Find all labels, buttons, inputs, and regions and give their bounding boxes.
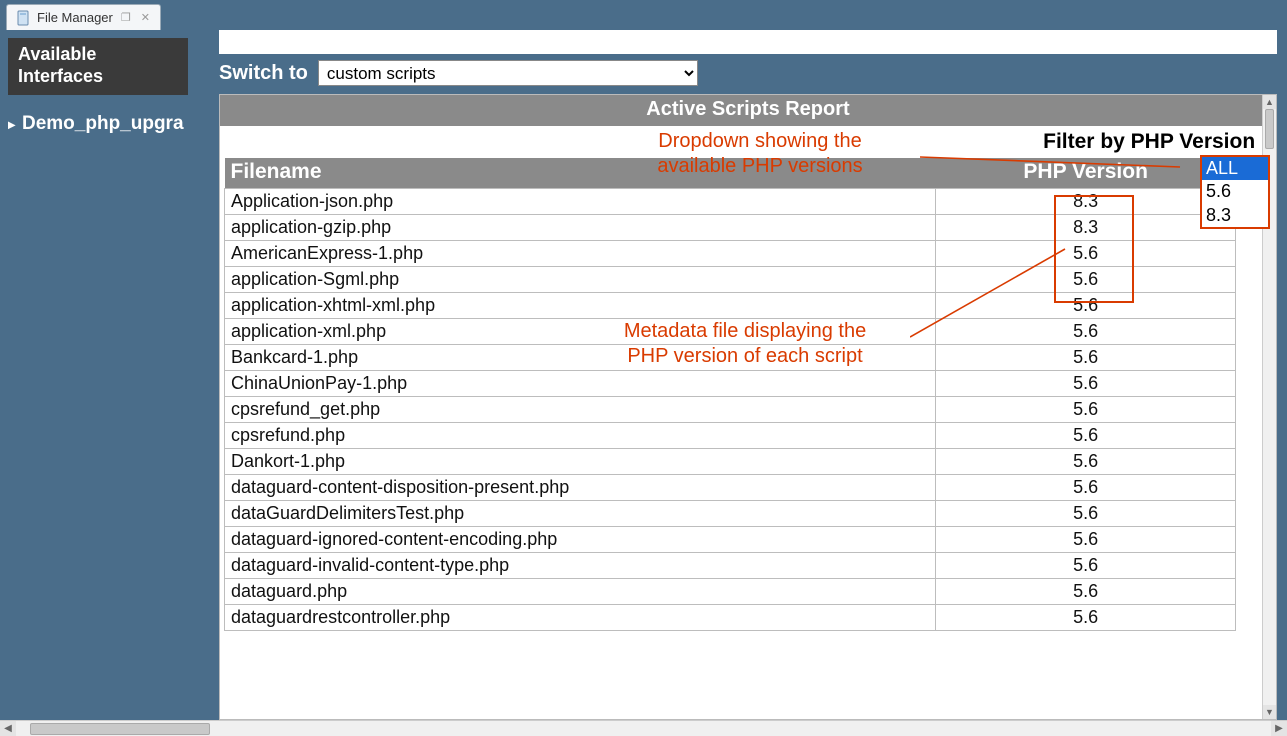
sidebar: Available Interfaces ▸ Demo_php_upgra [0,30,219,720]
dd-option-56[interactable]: 5.6 [1202,180,1268,203]
table-row[interactable]: AmericanExpress-1.php5.6 [225,241,1236,267]
sidebar-header-line1: Available [18,44,178,66]
main: Available Interfaces ▸ Demo_php_upgra Sw… [0,30,1287,720]
dd-option-83[interactable]: 8.3 [1202,204,1268,227]
cell-version: 5.6 [936,475,1236,501]
report: Active Scripts Report Filter by PHP Vers… [220,95,1276,719]
table-row[interactable]: dataguard-invalid-content-type.php5.6 [225,553,1236,579]
tree-item-demo[interactable]: ▸ Demo_php_upgra [8,113,219,135]
cell-version: 5.6 [936,345,1236,371]
cell-filename: application-xhtml-xml.php [225,293,936,319]
switch-select[interactable]: custom scripts [318,60,698,86]
col-version[interactable]: PHP Version [936,158,1236,189]
cell-version: 5.6 [936,605,1236,631]
dd-option-all[interactable]: ALL [1202,157,1268,180]
scroll-down-icon[interactable]: ▼ [1263,705,1276,719]
tab-restore-icon[interactable]: ❐ [119,11,133,24]
cell-version: 5.6 [936,397,1236,423]
filter-label: Filter by PHP Version : [1043,130,1268,153]
table-row[interactable]: application-xhtml-xml.php5.6 [225,293,1236,319]
table-row[interactable]: application-Sgml.php5.6 [225,267,1236,293]
chevron-right-icon: ▸ [8,117,18,131]
scroll-right-icon[interactable]: ▶ [1271,721,1287,736]
cell-version: 5.6 [936,293,1236,319]
tab-close-icon[interactable]: ✕ [139,11,152,24]
switch-label: Switch to [219,62,308,85]
table-row[interactable]: dataGuardDelimitersTest.php5.6 [225,501,1236,527]
cell-version: 5.6 [936,527,1236,553]
cell-version: 8.3 [936,215,1236,241]
cell-filename: cpsrefund_get.php [225,397,936,423]
report-panel: Active Scripts Report Filter by PHP Vers… [219,94,1277,720]
content: Switch to custom scripts Active Scripts … [219,30,1287,720]
table-row[interactable]: dataguardrestcontroller.php5.6 [225,605,1236,631]
cell-version: 5.6 [936,423,1236,449]
cell-filename: dataguard-ignored-content-encoding.php [225,527,936,553]
annotation-dropdown-note: Dropdown showing the available PHP versi… [600,129,920,179]
table-row[interactable]: Dankort-1.php5.6 [225,449,1236,475]
cell-version: 5.6 [936,579,1236,605]
cell-filename: AmericanExpress-1.php [225,241,936,267]
cell-version: 5.6 [936,371,1236,397]
cell-filename: dataguard-content-disposition-present.ph… [225,475,936,501]
annotation-meta-l1: Metadata file displaying the [580,319,910,344]
table-row[interactable]: application-gzip.php8.3 [225,215,1236,241]
file-manager-icon [15,10,31,26]
annotation-dd-l1: Dropdown showing the [600,129,920,154]
cell-version: 5.6 [936,449,1236,475]
scroll-thumb[interactable] [1265,109,1274,149]
scroll-left-icon[interactable]: ◀ [0,721,16,736]
cell-version: 5.6 [936,501,1236,527]
cell-version: 8.3 [936,189,1236,215]
scroll-up-icon[interactable]: ▲ [1263,95,1276,109]
table-row[interactable]: cpsrefund_get.php5.6 [225,397,1236,423]
switch-row: Switch to custom scripts [219,60,1277,90]
cell-filename: dataguard-invalid-content-type.php [225,553,936,579]
cell-filename: application-Sgml.php [225,267,936,293]
annotation-metadata-note: Metadata file displaying the PHP version… [580,319,910,369]
cell-version: 5.6 [936,319,1236,345]
sidebar-header: Available Interfaces [8,38,188,95]
php-version-dropdown[interactable]: ALL 5.6 8.3 [1200,155,1270,229]
tab-file-manager[interactable]: File Manager ❐ ✕ [6,4,161,30]
cell-filename: dataguardrestcontroller.php [225,605,936,631]
cell-filename: Dankort-1.php [225,449,936,475]
annotation-meta-l2: PHP version of each script [580,344,910,369]
tree-item-label: Demo_php_upgra [22,113,184,135]
cell-version: 5.6 [936,553,1236,579]
report-title: Active Scripts Report [220,95,1276,126]
table-row[interactable]: dataguard.php5.6 [225,579,1236,605]
tab-bar: File Manager ❐ ✕ [0,0,1287,30]
table-row[interactable]: dataguard-ignored-content-encoding.php5.… [225,527,1236,553]
cell-filename: dataguard.php [225,579,936,605]
cell-filename: application-gzip.php [225,215,936,241]
tab-title: File Manager [37,10,113,25]
content-top-strip [219,30,1277,54]
sidebar-tree: ▸ Demo_php_upgra [8,113,219,135]
cell-version: 5.6 [936,267,1236,293]
annotation-dd-l2: available PHP versions [600,154,920,179]
sidebar-header-line2: Interfaces [18,66,178,88]
cell-filename: dataGuardDelimitersTest.php [225,501,936,527]
report-table: Filename PHP Version Application-json.ph… [224,158,1236,631]
cell-filename: Application-json.php [225,189,936,215]
cell-filename: cpsrefund.php [225,423,936,449]
horizontal-scrollbar[interactable]: ◀ ▶ [0,720,1287,736]
hscroll-thumb[interactable] [30,723,210,735]
table-row[interactable]: Application-json.php8.3 [225,189,1236,215]
cell-filename: ChinaUnionPay-1.php [225,371,936,397]
table-row[interactable]: ChinaUnionPay-1.php5.6 [225,371,1236,397]
table-row[interactable]: cpsrefund.php5.6 [225,423,1236,449]
table-row[interactable]: dataguard-content-disposition-present.ph… [225,475,1236,501]
cell-version: 5.6 [936,241,1236,267]
